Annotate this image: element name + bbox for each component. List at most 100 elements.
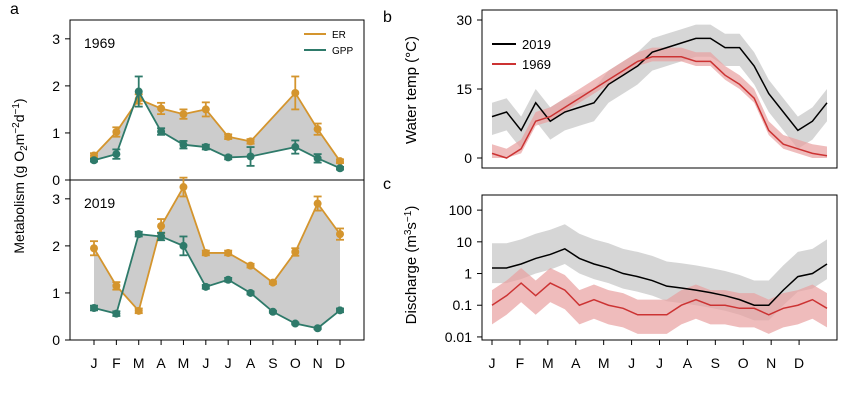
y-tick-label: 0 [52,172,60,188]
er-line [93,184,341,313]
er-point [291,248,300,256]
x-tick-label: F [112,355,121,371]
gpp-point [112,150,121,159]
x-tick-label: N [313,355,323,371]
x-tick-label: S [711,355,720,371]
er-point [246,261,255,270]
er-point [268,278,277,287]
x-tick-label: O [738,355,749,371]
panel-label-c: c [383,176,391,193]
y-tick-label: 1 [52,125,60,141]
er-gpp-fill [94,91,340,169]
gpp-point [336,164,344,173]
er-point [313,199,322,208]
y-tick-label: 2 [52,238,60,254]
gpp-point [201,143,210,152]
y-tick-label: 1 [52,285,60,301]
x-tick-label: D [335,355,345,371]
x-tick-label: A [246,355,256,371]
er-point [313,125,322,134]
x-tick-label: M [542,355,554,371]
y-tick-label: 0 [464,150,472,166]
x-tick-label: F [516,355,525,371]
er-gpp-fill [94,187,340,329]
er-point [134,306,143,315]
ylabel-metabolism: Metabolism (g O2m−2d−1) [11,98,30,253]
range-1969 [492,267,827,334]
gpp-point [90,304,98,312]
gpp-point [134,230,143,239]
panel-label-b: b [383,9,392,26]
gpp-point [291,143,300,152]
gpp-point [157,127,166,136]
y-tick-label: 0.1 [453,297,473,313]
panel-b-water-temp: 0 15 30 2019 1969 [456,9,838,169]
ylabel-discharge: Discharge (m3s−1) [403,206,420,325]
gpp-point [179,241,188,250]
er-point [224,248,233,257]
panel-label-a: a [10,1,19,18]
panel-a-1969: 0 1 2 3 1969 ER GPP [52,19,365,188]
er-point [336,230,344,239]
er-point [224,132,233,141]
er-point [291,88,300,97]
y-tick-label: 1 [464,266,472,282]
x-tick-label: O [290,355,301,371]
x-tick-label: J [91,355,98,371]
x-tick-label: M [598,355,610,371]
er-point [112,281,121,290]
ylabel-water-temp: Water temp (°C) [403,36,420,144]
x-tick-label: J [489,355,496,371]
x-tick-label: A [683,355,693,371]
gpp-point [112,309,121,318]
y-tick-label: 2 [52,78,60,94]
gpp-point [246,152,255,161]
gpp-point [90,156,98,165]
legend-2019-label: 2019 [522,37,551,52]
gpp-point [313,324,322,333]
gpp-point [336,306,344,315]
x-tick-label: A [571,355,581,371]
x-tick-label: J [225,355,232,371]
gpp-point [224,275,233,284]
gpp-point [313,154,322,163]
gpp-point [268,307,277,316]
gpp-point [224,153,233,162]
y-tick-label: 15 [456,81,472,97]
y-tick-label: 0.01 [445,329,472,345]
er-point [157,104,166,113]
gpp-point [157,232,166,241]
x-tick-label: M [133,355,145,371]
x-tick-label: J [656,355,663,371]
panel-year-label: 2019 [84,195,115,211]
er-point [201,105,210,114]
y-tick-label: 3 [52,191,60,207]
line-2019 [492,248,828,306]
range-2019 [492,24,827,149]
er-point [179,183,188,192]
er-point [246,137,255,146]
x-tick-label: J [202,355,209,371]
panel-year-label: 1969 [84,35,115,51]
er-point [336,157,344,166]
y-tick-label: 100 [449,202,473,218]
line-1969 [491,56,828,159]
legend-gpp-label: GPP [332,46,353,57]
x-tick-label: S [268,355,277,371]
gpp-point [291,319,300,328]
plot-frame [69,179,365,341]
y-tick-label: 0 [52,332,60,348]
x-tick-label: J [628,355,635,371]
line-1969 [491,282,828,316]
gpp-point [179,140,188,149]
x-tick-label: D [794,355,804,371]
er-point [112,128,121,136]
y-tick-label: 3 [52,31,60,47]
y-tick-label: 10 [456,234,472,250]
panel-c-discharge: 100 10 1 0.1 0.01 J F M A M J J A S O N D [445,194,838,371]
x-tick-label: M [178,355,190,371]
gpp-point [246,288,255,297]
x-tick-label: A [156,355,166,371]
